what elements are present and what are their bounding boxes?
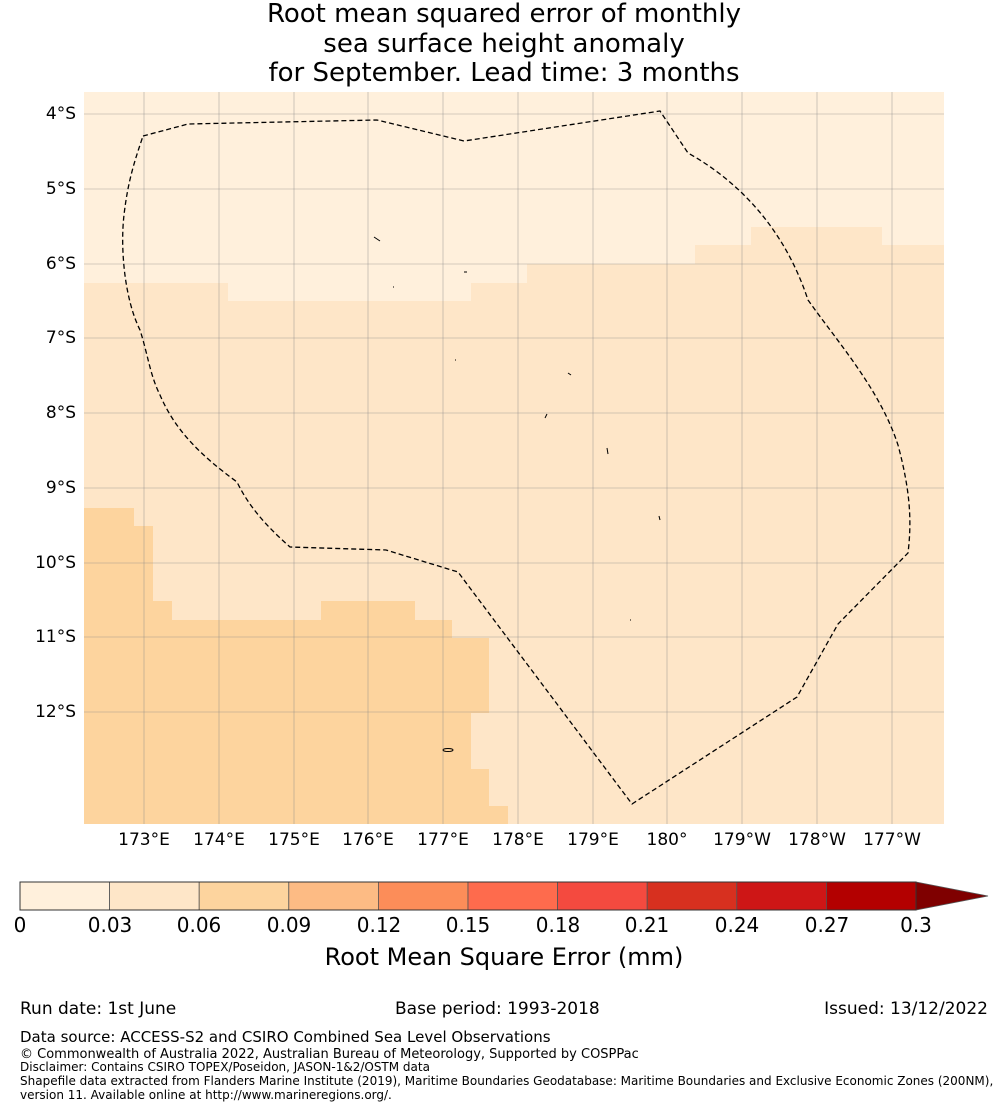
colorbar bbox=[19, 881, 989, 911]
islands bbox=[373, 236, 661, 752]
lon-label: 179°E bbox=[567, 830, 619, 850]
field-level-2 bbox=[84, 508, 508, 824]
lon-label: 176°E bbox=[342, 830, 394, 850]
copyright: © Commonwealth of Australia 2022, Austra… bbox=[20, 1047, 639, 1062]
lat-label: 7°S bbox=[45, 328, 76, 348]
colorbar-segment bbox=[109, 881, 200, 911]
island bbox=[544, 413, 548, 419]
lon-label: 179°W bbox=[713, 830, 771, 850]
colorbar-segment bbox=[557, 881, 648, 911]
colorbar-tick-label: 0.03 bbox=[87, 913, 133, 937]
lon-label: 173°E bbox=[118, 830, 170, 850]
shapefile-credit-1: Shapefile data extracted from Flanders M… bbox=[20, 1074, 994, 1088]
gridlines bbox=[84, 92, 944, 824]
run-date: Run date: 1st June bbox=[20, 999, 177, 1019]
colorbar-tick-label: 0.12 bbox=[356, 913, 402, 937]
island bbox=[567, 372, 572, 376]
colorbar-tick-label: 0.27 bbox=[804, 913, 850, 937]
island bbox=[373, 236, 381, 242]
colorbar-segment bbox=[826, 881, 917, 911]
lat-label: 4°S bbox=[45, 104, 76, 124]
chart-title: Root mean squared error of monthly sea s… bbox=[0, 0, 1008, 89]
lat-label: 12°S bbox=[35, 702, 76, 722]
lat-label: 10°S bbox=[35, 553, 76, 573]
lat-label: 8°S bbox=[45, 403, 76, 423]
lon-label: 174°E bbox=[193, 830, 245, 850]
lat-label: 5°S bbox=[45, 179, 76, 199]
lon-label: 178°E bbox=[492, 830, 544, 850]
colorbar-tick-label: 0.09 bbox=[266, 913, 312, 937]
colorbar-tick-label: 0 bbox=[13, 913, 27, 937]
lat-label: 11°S bbox=[35, 627, 76, 647]
colorbar-segment bbox=[288, 881, 379, 911]
base-period: Base period: 1993-2018 bbox=[395, 999, 600, 1019]
lon-label: 178°W bbox=[788, 830, 846, 850]
eez-boundary bbox=[122, 110, 911, 805]
colorbar-segment bbox=[646, 881, 738, 911]
colorbar-segment bbox=[198, 881, 290, 911]
disclaimer: Disclaimer: Contains CSIRO TOPEX/Poseido… bbox=[20, 1060, 430, 1074]
colorbar-segment bbox=[736, 881, 827, 911]
colorbar-tick-label: 0.24 bbox=[714, 913, 760, 937]
colorbar-outline bbox=[19, 881, 917, 911]
title-line-3: for September. Lead time: 3 months bbox=[268, 58, 740, 88]
island bbox=[658, 515, 661, 521]
colorbar-extend-arrow bbox=[915, 881, 989, 911]
island bbox=[442, 748, 454, 752]
colorbar-tick-label: 0.06 bbox=[176, 913, 222, 937]
colorbar-tick-label: 0.15 bbox=[445, 913, 491, 937]
lat-label: 9°S bbox=[45, 478, 76, 498]
colorbar-segment bbox=[467, 881, 558, 911]
colorbar-tick-label: 0.21 bbox=[624, 913, 670, 937]
colorbar-label: Root Mean Square Error (mm) bbox=[324, 943, 684, 971]
lon-label: 180° bbox=[646, 830, 688, 850]
island bbox=[606, 447, 609, 455]
title-line-1: Root mean squared error of monthly bbox=[266, 0, 742, 29]
colorbar-segment bbox=[19, 881, 110, 911]
lon-label: 177°W bbox=[863, 830, 921, 850]
lon-label: 177°E bbox=[417, 830, 469, 850]
data-source: Data source: ACCESS-S2 and CSIRO Combine… bbox=[20, 1028, 551, 1046]
colorbar-tick-label: 0.3 bbox=[900, 913, 932, 937]
lat-label: 6°S bbox=[45, 254, 76, 274]
map-panel bbox=[84, 92, 944, 824]
shapefile-credit-2: version 11. Available online at http://w… bbox=[20, 1088, 392, 1102]
lon-label: 175°E bbox=[268, 830, 320, 850]
colorbar-tick-label: 0.18 bbox=[535, 913, 581, 937]
colorbar-segment bbox=[377, 881, 469, 911]
issued-date: Issued: 13/12/2022 bbox=[824, 999, 988, 1019]
title-line-2: sea surface height anomaly bbox=[323, 28, 685, 59]
